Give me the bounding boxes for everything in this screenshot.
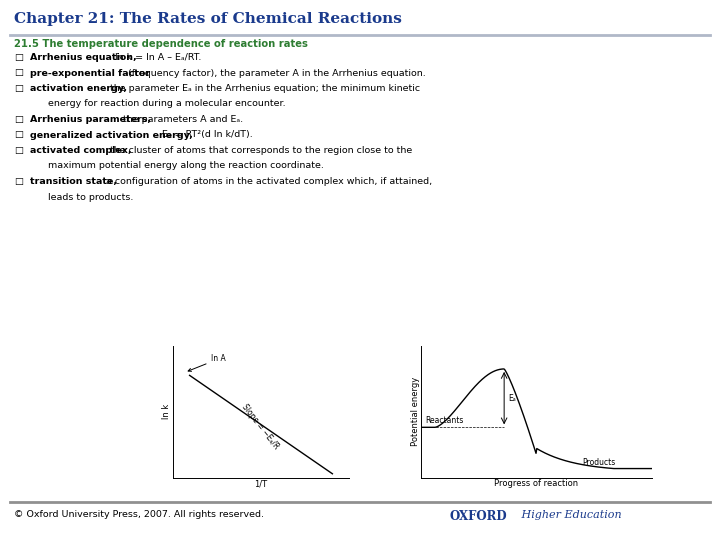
Text: □: □ xyxy=(14,146,23,155)
Text: © Oxford University Press, 2007. All rights reserved.: © Oxford University Press, 2007. All rig… xyxy=(14,510,264,519)
Text: pre-exponential factor: pre-exponential factor xyxy=(30,69,150,78)
Text: □: □ xyxy=(14,53,23,62)
Text: □: □ xyxy=(14,115,23,124)
Text: activation energy,: activation energy, xyxy=(30,84,127,93)
Text: ln k = ln A – Eₐ/RT.: ln k = ln A – Eₐ/RT. xyxy=(112,53,201,62)
Text: Products: Products xyxy=(582,458,616,468)
Text: activated complex,: activated complex, xyxy=(30,146,132,155)
Text: Higher Education: Higher Education xyxy=(518,510,621,520)
X-axis label: Progress of reaction: Progress of reaction xyxy=(495,480,578,488)
Text: Chapter 21: The Rates of Chemical Reactions: Chapter 21: The Rates of Chemical Reacti… xyxy=(14,12,402,26)
Text: a configuration of atoms in the activated complex which, if attained,: a configuration of atoms in the activate… xyxy=(103,177,432,186)
Text: Eₐ: Eₐ xyxy=(508,394,516,403)
Text: energy for reaction during a molecular encounter.: energy for reaction during a molecular e… xyxy=(48,99,286,109)
Text: (frequency factor), the parameter A in the Arrhenius equation.: (frequency factor), the parameter A in t… xyxy=(125,69,426,78)
Text: Slope = −Eₐ/R: Slope = −Eₐ/R xyxy=(240,402,281,450)
Text: 21.5 The temperature dependence of reaction rates: 21.5 The temperature dependence of react… xyxy=(14,39,308,49)
Y-axis label: ln k: ln k xyxy=(163,404,171,420)
Text: Arrhenius parameters,: Arrhenius parameters, xyxy=(30,115,151,124)
Y-axis label: Potential energy: Potential energy xyxy=(411,377,420,447)
Text: □: □ xyxy=(14,84,23,93)
Text: ln A: ln A xyxy=(188,354,226,372)
Text: □: □ xyxy=(14,177,23,186)
Text: □: □ xyxy=(14,131,23,139)
Text: leads to products.: leads to products. xyxy=(48,192,133,201)
Text: the cluster of atoms that corresponds to the region close to the: the cluster of atoms that corresponds to… xyxy=(107,146,413,155)
Text: the parameters A and Eₐ.: the parameters A and Eₐ. xyxy=(120,115,243,124)
Text: transition state,: transition state, xyxy=(30,177,117,186)
Text: OXFORD: OXFORD xyxy=(450,510,508,523)
Text: generalized activation energy,: generalized activation energy, xyxy=(30,131,193,139)
Text: Reactants: Reactants xyxy=(425,416,463,426)
Text: □: □ xyxy=(14,69,23,78)
Text: Eₐ = RT²(d ln k/dT).: Eₐ = RT²(d ln k/dT). xyxy=(159,131,253,139)
Text: the parameter Eₐ in the Arrhenius equation; the minimum kinetic: the parameter Eₐ in the Arrhenius equati… xyxy=(107,84,420,93)
Text: maximum potential energy along the reaction coordinate.: maximum potential energy along the react… xyxy=(48,161,324,171)
Text: Arrhenius equation,: Arrhenius equation, xyxy=(30,53,137,62)
X-axis label: 1/T: 1/T xyxy=(254,480,268,488)
